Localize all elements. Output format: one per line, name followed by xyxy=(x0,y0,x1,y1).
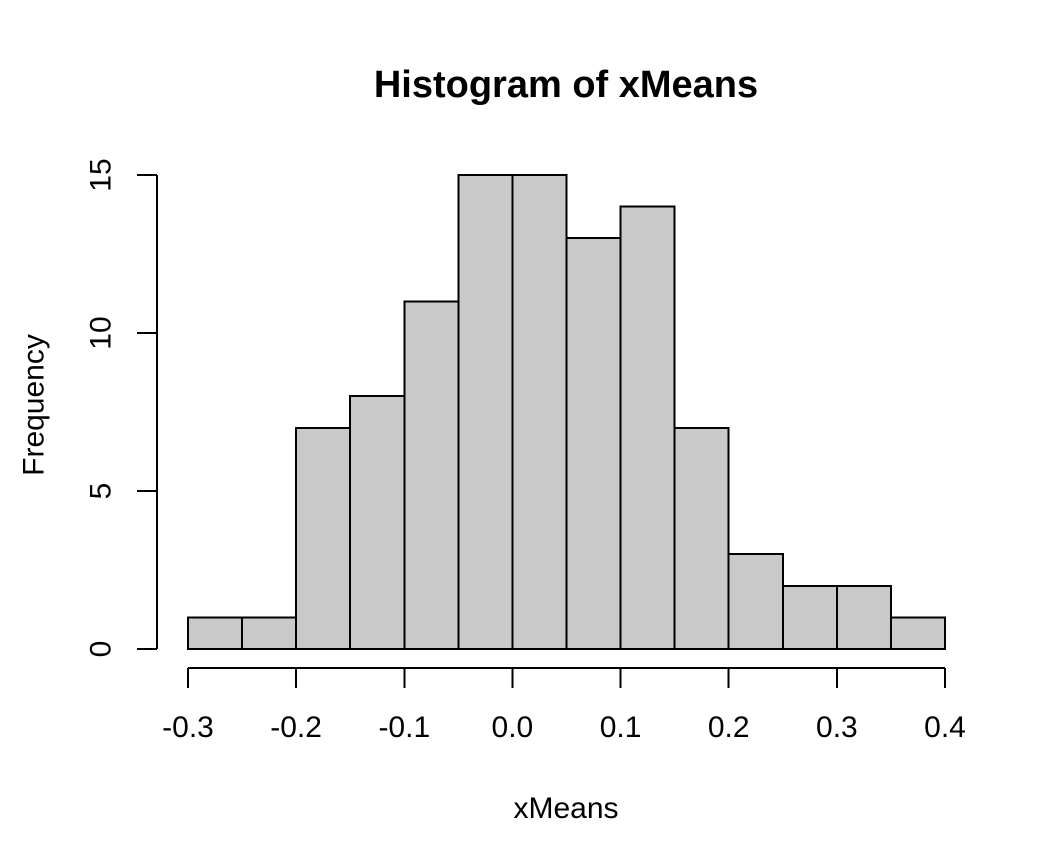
x-tick-label: 0.1 xyxy=(600,711,642,744)
x-tick-label: 0.0 xyxy=(492,711,534,744)
histogram-bar xyxy=(835,584,893,650)
histogram-bar xyxy=(241,616,298,651)
y-tick-label: 15 xyxy=(85,158,118,191)
histogram-bar xyxy=(295,426,352,650)
histogram-bar xyxy=(619,205,676,650)
x-tick-label: 0.3 xyxy=(816,711,858,744)
x-tick-label: 0.4 xyxy=(924,711,966,744)
x-tick-label: 0.2 xyxy=(708,711,750,744)
y-tick-label: 5 xyxy=(85,483,118,500)
histogram-bar xyxy=(403,300,460,650)
histogram-bar xyxy=(511,174,568,650)
y-axis-label: Frequency xyxy=(18,334,51,476)
histogram-bar xyxy=(781,584,838,650)
histogram-bar xyxy=(889,616,947,651)
x-axis: -0.3 -0.2 -0.1 0.0 0.1 0.2 0.3 0.4 xyxy=(162,667,966,744)
histogram-bar xyxy=(565,237,622,650)
chart-title: Histogram of xMeans xyxy=(374,64,758,106)
histogram-bar xyxy=(187,616,244,651)
x-tick-label: -0.1 xyxy=(378,711,430,744)
x-tick-label: -0.3 xyxy=(162,711,214,744)
y-tick-label: 10 xyxy=(85,316,118,349)
histogram-bar xyxy=(727,553,784,651)
x-tick-label: -0.2 xyxy=(270,711,322,744)
y-axis: 0 5 10 15 xyxy=(85,158,158,657)
histogram-bar xyxy=(457,174,514,650)
y-tick-label: 0 xyxy=(85,641,118,658)
histogram-bar xyxy=(349,395,406,651)
x-axis-label: xMeans xyxy=(513,792,618,825)
histogram-bar xyxy=(673,426,730,650)
bars-group xyxy=(187,174,947,651)
